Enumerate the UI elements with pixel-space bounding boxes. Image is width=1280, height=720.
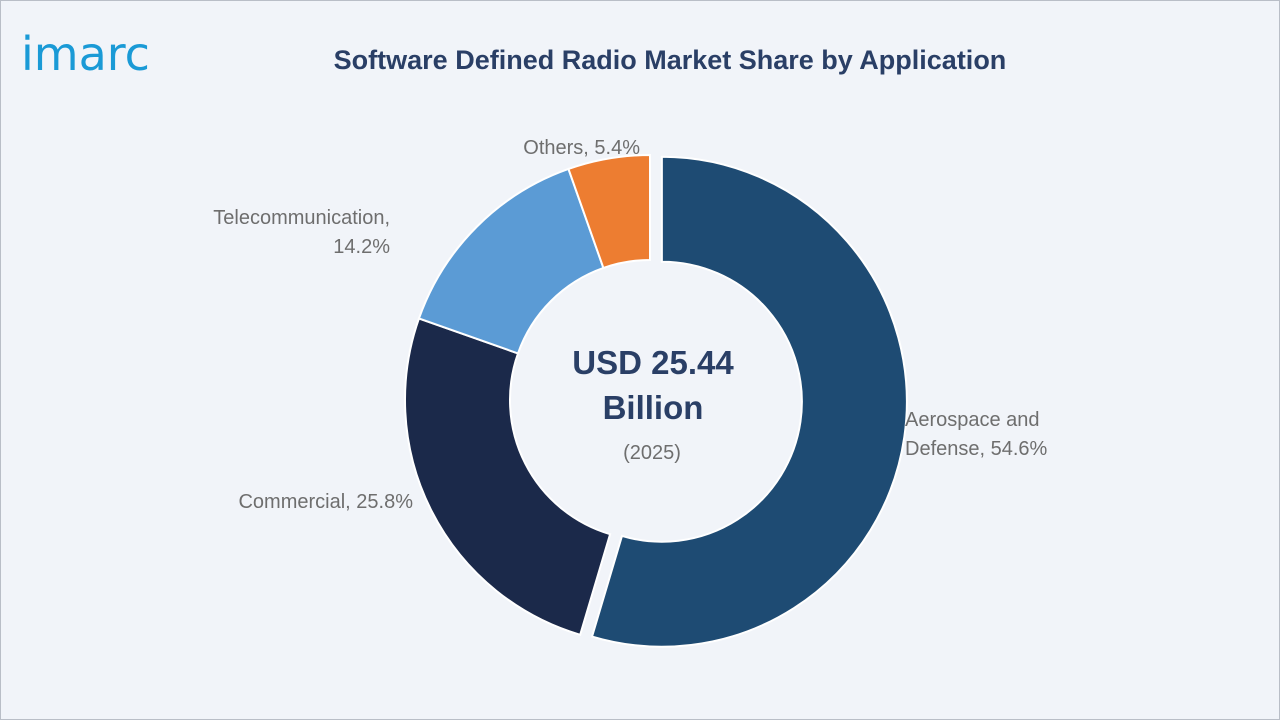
label-others: Others, 5.4% xyxy=(523,137,640,159)
slice-commercial xyxy=(404,317,612,637)
slice-others xyxy=(567,153,651,270)
center-unit: Billion xyxy=(603,389,704,426)
center-year: (2025) xyxy=(623,442,681,464)
center-value: USD 25.44 xyxy=(572,344,734,381)
label-telecommunication: Telecommunication, 14.2% xyxy=(213,207,390,258)
label-aerospace-and-defense: Aerospace and Defense, 54.6% xyxy=(905,409,1048,460)
imarc-logo: imarc xyxy=(21,27,150,81)
slice-aerospace-and-defense xyxy=(590,155,908,648)
label-commercial: Commercial, 25.8% xyxy=(238,491,413,513)
chart-title: Software Defined Radio Market Share by A… xyxy=(333,45,1007,75)
slice-telecommunication xyxy=(417,167,605,355)
